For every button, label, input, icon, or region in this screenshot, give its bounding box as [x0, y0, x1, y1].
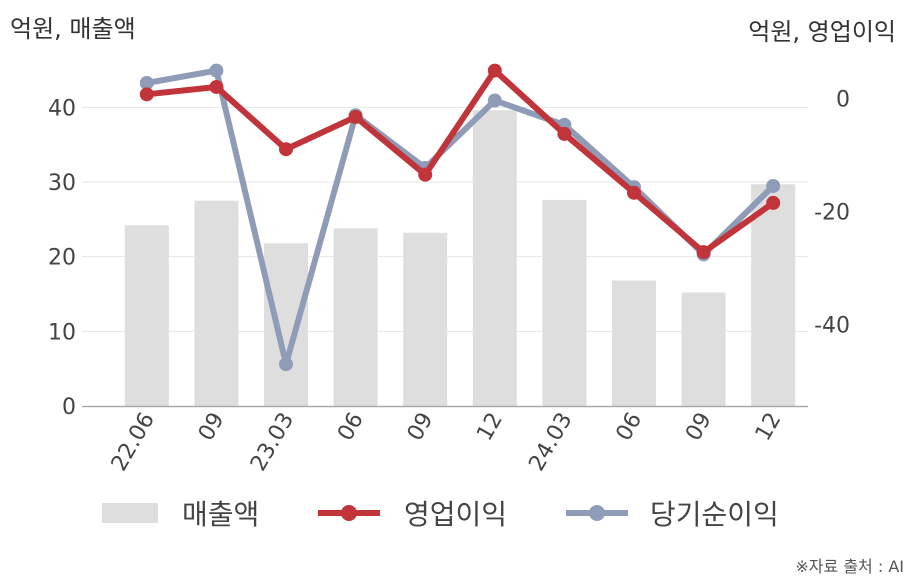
right-y-axis: 0 -20 -40 — [814, 87, 850, 338]
x-tick-label: 12 — [472, 409, 508, 446]
net-income-point — [279, 357, 293, 372]
operating-profit-point — [418, 167, 433, 182]
operating-profit-point — [557, 126, 572, 141]
revenue-bar — [403, 232, 448, 406]
source-note: ※자료 출처 : AI — [795, 557, 904, 576]
net-income-point — [209, 63, 224, 78]
x-tick-label: 23.03 — [246, 409, 299, 476]
legend-swatch-revenue — [102, 503, 158, 523]
left-y-tick-label: 20 — [48, 246, 76, 271]
net-income-point — [766, 178, 781, 193]
legend-label-revenue: 매출액 — [182, 498, 259, 531]
x-tick-label: 09 — [681, 409, 717, 446]
x-tick-label: 22.06 — [107, 409, 160, 476]
revenue-bar — [124, 225, 169, 406]
revenue-bar — [751, 184, 796, 406]
operating-profit-point — [209, 79, 224, 94]
net-income-point — [487, 93, 502, 108]
revenue-bar — [681, 292, 726, 406]
revenue-bar — [194, 200, 239, 406]
legend-marker-net-income — [589, 505, 605, 521]
operating-profit-point — [279, 142, 293, 157]
revenue-bar — [472, 110, 517, 406]
right-y-tick-label: 0 — [836, 87, 850, 112]
legend-marker-operating-profit — [341, 505, 357, 521]
right-y-tick-label: -20 — [814, 200, 850, 225]
operating-profit-point — [766, 195, 781, 210]
legend-label-net-income: 당기순이익 — [650, 498, 779, 531]
x-tick-label: 24.03 — [524, 409, 577, 476]
x-tick-label: 09 — [403, 409, 439, 446]
right-y-tick-label: -40 — [814, 314, 850, 339]
x-tick-label: 12 — [751, 409, 787, 446]
left-y-tick-label: 40 — [48, 96, 76, 121]
x-tick-label: 06 — [612, 409, 648, 446]
x-axis: 22.06 09 23.03 06 09 12 24.03 06 09 12 — [107, 409, 787, 476]
revenue-bars — [124, 110, 796, 406]
operating-profit-point — [139, 87, 154, 102]
revenue-bar — [612, 280, 656, 406]
operating-profit-point — [696, 245, 711, 260]
x-tick-label: 09 — [194, 409, 230, 446]
revenue-bar — [542, 199, 587, 406]
left-y-tick-label: 30 — [48, 171, 76, 196]
operating-profit-point — [627, 185, 641, 200]
left-axis-unit: 억원, 매출액 — [10, 15, 136, 43]
legend: 매출액 영업이익 당기순이익 — [102, 498, 779, 531]
operating-profit-point — [487, 63, 502, 78]
operating-profit-point — [348, 109, 363, 124]
left-y-tick-label: 0 — [62, 395, 76, 420]
net-income-point — [139, 76, 154, 91]
left-y-tick-label: 10 — [48, 320, 76, 345]
revenue-bar — [333, 228, 378, 406]
net-income-line — [146, 67, 776, 368]
revenue-bar — [264, 243, 308, 406]
left-y-axis: 0 10 20 30 40 — [48, 96, 76, 420]
operating-profit-line — [146, 67, 775, 256]
profit-lines — [139, 63, 781, 372]
right-axis-unit: 억원, 영업이익 — [748, 18, 896, 46]
legend-label-operating-profit: 영업이익 — [404, 498, 507, 531]
x-tick-label: 06 — [333, 409, 369, 446]
